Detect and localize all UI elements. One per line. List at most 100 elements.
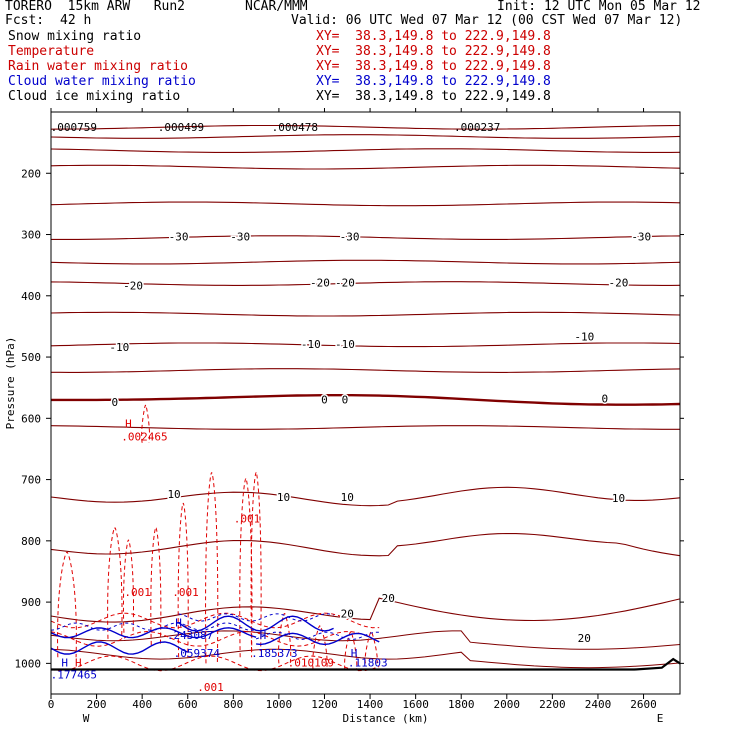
x-tick-label: 2200	[539, 698, 566, 711]
field-temperature-xy: XY= 38.3,149.8 to 222.9,149.8	[316, 44, 551, 59]
rain-cell	[122, 539, 134, 633]
rain-cell	[364, 631, 378, 664]
init-time-label: Init: 12 UTC Mon 05 Mar 12	[497, 0, 701, 14]
y-tick-label: 300	[21, 229, 41, 242]
x-tick-label: 200	[87, 698, 107, 711]
x-axis-label: Distance (km)	[342, 712, 428, 725]
isotherm-m5	[51, 368, 681, 373]
rain-cell	[177, 502, 189, 658]
rain-cell	[141, 404, 151, 443]
rain-label: .001	[124, 586, 151, 599]
cloud-water-line	[178, 615, 334, 632]
x-tick-label: 600	[178, 698, 198, 711]
y-tick-label: 1000	[15, 657, 42, 670]
terrain-line	[51, 657, 681, 671]
rain-cell	[107, 527, 123, 639]
isotherm-m15	[50, 311, 681, 317]
isotherm-label: -10	[335, 338, 355, 351]
isotherm-m10	[50, 342, 681, 348]
isotherm-label: -20	[609, 277, 629, 290]
y-tick-label: 900	[21, 596, 41, 609]
isotherm-label: 10	[612, 492, 625, 505]
x-tick-label: 1800	[448, 698, 475, 711]
rain-label: .001	[172, 586, 199, 599]
rain-water-contours	[50, 404, 380, 672]
cloud-water-dashed	[50, 622, 257, 631]
cloud-water-label: .185373	[251, 647, 297, 660]
field-cloudice-name: Cloud ice mixing ratio	[8, 89, 181, 104]
isotherm-m40	[50, 164, 681, 170]
rain-cell	[57, 551, 77, 658]
rain-label: .001	[234, 512, 261, 525]
valid-time-label: Valid: 06 UTC Wed 07 Mar 12 (00 CST Wed …	[291, 13, 683, 28]
isotherm-m30	[51, 235, 681, 240]
rain-band	[50, 655, 380, 672]
isotherm-label: -20	[335, 277, 355, 290]
isotherm-label: 0	[601, 392, 608, 405]
y-axis-label: Pressure (hPa)	[4, 337, 17, 430]
cloud-water-line	[50, 627, 257, 639]
plot-axes: 0 200 400 600 800 1000 1200 1400 1600 1800 2000 220…	[4, 108, 684, 725]
x-tick-label: 2000	[494, 698, 521, 711]
cloud-water-label: .177465	[51, 669, 97, 682]
isotherm-10	[50, 486, 681, 507]
rain-label: .001	[197, 681, 224, 694]
y-tick-label: 700	[21, 474, 41, 487]
isotherm-label: 0	[321, 394, 328, 407]
cloud-ice-label: .000499	[158, 121, 204, 134]
isotherm-label: 10	[167, 488, 180, 501]
rain-band	[50, 630, 380, 647]
cloud-water-line	[50, 641, 189, 655]
isotherm-label: -10	[109, 341, 129, 354]
field-snow-name: Snow mixing ratio	[8, 29, 142, 44]
isotherm-m25	[50, 259, 681, 265]
x-tick-label: 1200	[311, 698, 338, 711]
cloud-water-label: H	[61, 656, 68, 669]
cloud-water-dashed	[178, 613, 334, 622]
isotherm-label: -10	[574, 330, 594, 343]
field-cloudice-xy: XY= 38.3,149.8 to 222.9,149.8	[316, 89, 551, 104]
rain-cell	[312, 625, 328, 670]
cloud-water-label: .11803	[348, 656, 388, 669]
cloud-water-line	[256, 632, 380, 646]
isotherm-m50	[50, 134, 681, 139]
isotherm-label: 10	[277, 491, 290, 504]
cloud-water-label: H	[351, 647, 358, 660]
x-tick-label: 400	[132, 698, 152, 711]
isotherm-5	[50, 425, 680, 430]
rain-cell	[239, 478, 253, 658]
rain-label: .010109	[288, 656, 334, 669]
x-end-label-west: W	[83, 712, 90, 725]
isotherm-m55	[50, 124, 681, 130]
isotherm-label: -30	[169, 231, 189, 244]
isotherm-label: -30	[631, 231, 651, 244]
isotherm-label: -30	[340, 231, 360, 244]
rain-label: H	[125, 417, 132, 430]
cloud-ice-label: .000759	[51, 121, 97, 134]
isotherm-label: 10	[341, 491, 354, 504]
isotherm-m20	[50, 281, 681, 286]
x-tick-label: 1400	[357, 698, 384, 711]
x-tick-label: 2600	[630, 698, 657, 711]
x-tick-label: 2400	[585, 698, 612, 711]
terrain-surface	[51, 657, 681, 671]
model-run-label: TORERO 15km ARW Run2	[5, 0, 186, 14]
x-end-label-east: E	[657, 712, 664, 725]
isotherm-30	[50, 648, 681, 669]
isotherm-label: -10	[301, 338, 321, 351]
plot-frame	[50, 111, 681, 695]
isotherm-label: -20	[123, 280, 143, 293]
rain-band	[50, 612, 380, 629]
cloud-ice-label: .000478	[272, 121, 318, 134]
cloud-ice-label: .000237	[454, 121, 500, 134]
isotherm-label: 20	[578, 632, 591, 645]
forecast-hour: 42 h	[60, 13, 92, 28]
field-temperature-name: Temperature	[8, 44, 95, 59]
field-snow-xy: XY= 38.3,149.8 to 222.9,149.8	[316, 29, 551, 44]
rain-cell	[344, 631, 358, 670]
isotherm-label: 0	[111, 396, 118, 409]
y-tick-label: 200	[21, 167, 41, 180]
x-tick-label: 0	[48, 698, 55, 711]
y-tick-label: 500	[21, 351, 41, 364]
